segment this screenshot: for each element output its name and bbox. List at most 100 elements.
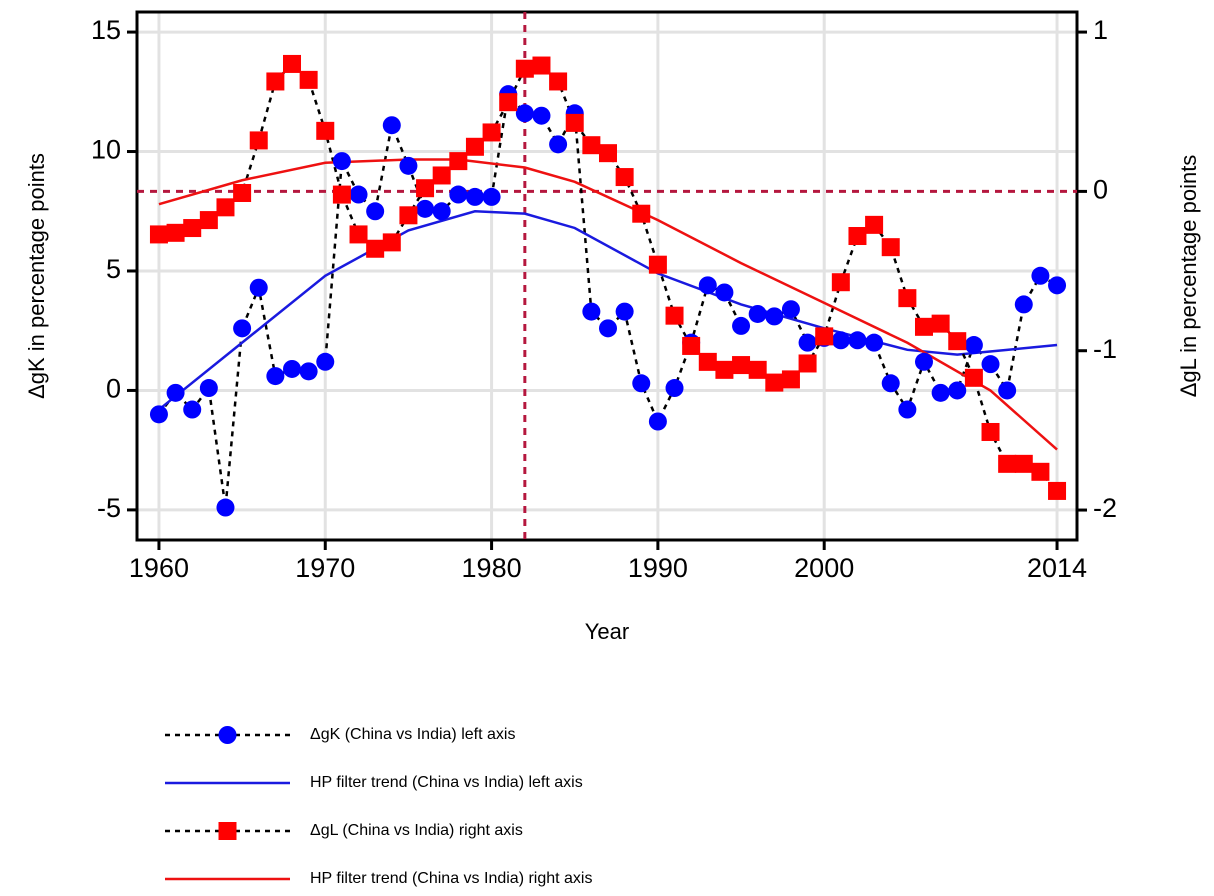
point	[199, 379, 218, 398]
legend-marker	[218, 726, 237, 744]
x-tick-label: 2014	[1027, 553, 1087, 583]
point	[449, 185, 468, 204]
point	[881, 238, 900, 257]
point	[416, 199, 435, 218]
point	[698, 352, 717, 371]
point	[515, 104, 534, 123]
point	[582, 302, 601, 321]
x-tick-label: 2000	[794, 553, 854, 583]
point	[316, 121, 335, 140]
point	[266, 367, 285, 386]
point	[632, 204, 651, 223]
point	[299, 362, 318, 381]
point	[449, 152, 468, 171]
point	[382, 116, 401, 135]
point	[648, 255, 667, 274]
point	[831, 273, 850, 292]
point	[914, 317, 933, 336]
point	[565, 113, 584, 132]
y-tick-label: 15	[91, 15, 121, 45]
point	[765, 307, 784, 326]
point	[831, 331, 850, 350]
point	[848, 227, 867, 246]
point	[582, 136, 601, 155]
legend-marker	[218, 822, 237, 840]
point	[432, 202, 451, 221]
point	[166, 223, 185, 242]
point	[615, 168, 634, 187]
point	[216, 198, 235, 217]
point	[532, 56, 551, 75]
point	[815, 327, 834, 346]
point	[233, 183, 252, 202]
point	[349, 185, 368, 204]
x-axis-label: Year	[585, 619, 629, 644]
y2-tick-label: 0	[1093, 175, 1108, 205]
point	[715, 283, 734, 302]
point	[499, 93, 518, 112]
trend-line	[158, 158, 1058, 451]
x-tick-label: 1980	[462, 553, 522, 583]
y-tick-label: -5	[97, 493, 121, 523]
point	[981, 355, 1000, 374]
point	[914, 352, 933, 371]
point	[515, 59, 534, 78]
legend-label: HP filter trend (China vs India) left ax…	[310, 774, 583, 791]
legend-label: ΔgL (China vs India) right axis	[310, 822, 523, 839]
point	[366, 202, 385, 221]
point	[349, 225, 368, 244]
point	[898, 289, 917, 308]
point	[931, 383, 950, 402]
point	[964, 368, 983, 387]
point	[682, 336, 701, 355]
point	[648, 412, 667, 431]
x-tick-label: 1990	[628, 553, 688, 583]
point	[283, 54, 302, 73]
trend-line	[158, 209, 1058, 411]
point	[549, 135, 568, 154]
point	[948, 381, 967, 400]
point	[332, 152, 351, 171]
x-tick-label: 1970	[295, 553, 355, 583]
y2-tick-label: -2	[1093, 493, 1117, 523]
point	[665, 379, 684, 398]
point	[865, 333, 884, 352]
point	[632, 374, 651, 393]
point	[1031, 266, 1050, 285]
point	[998, 454, 1017, 473]
y-tick-label: 0	[106, 374, 121, 404]
point	[382, 233, 401, 252]
y2-axis-label: ΔgL in percentage points	[1176, 155, 1201, 398]
point	[1048, 276, 1067, 295]
point	[765, 373, 784, 392]
point	[416, 179, 435, 198]
y-tick-label: 10	[91, 135, 121, 165]
connector-line	[158, 62, 1058, 492]
point	[316, 352, 335, 371]
point	[266, 72, 285, 91]
point	[798, 333, 817, 352]
y2-tick-label: -1	[1093, 334, 1117, 364]
point	[233, 319, 252, 338]
point	[1031, 462, 1050, 481]
point	[149, 405, 168, 424]
point	[665, 306, 684, 325]
point	[183, 400, 202, 419]
plot-frame	[135, 10, 1079, 542]
point	[465, 137, 484, 156]
point	[532, 106, 551, 125]
point	[482, 187, 501, 206]
point	[615, 302, 634, 321]
point	[948, 332, 967, 351]
point	[732, 316, 751, 335]
point	[798, 354, 817, 373]
point	[366, 239, 385, 258]
point	[249, 131, 268, 150]
point	[149, 225, 168, 244]
legend-label: HP filter trend (China vs India) right a…	[310, 870, 592, 887]
point	[1014, 454, 1033, 473]
point	[981, 422, 1000, 441]
point	[698, 276, 717, 295]
y2-tick-label: 1	[1093, 15, 1108, 45]
